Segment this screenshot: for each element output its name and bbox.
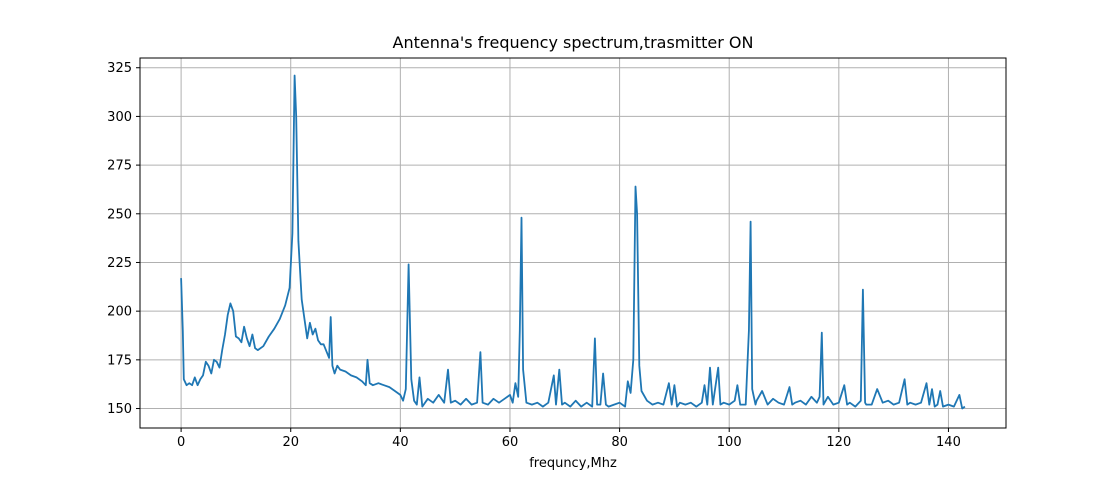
x-tick-label: 20 [282, 435, 299, 450]
x-tick-label: 100 [717, 435, 742, 450]
spectrum-series-line [180, 74, 966, 410]
tick-layer: 0 20 40 60 80 100 120 140 150 175 200 225 250 275 300 3… [107, 61, 961, 450]
x-tick-label: 140 [936, 435, 961, 450]
x-tick-label: 40 [392, 435, 409, 450]
y-tick-label: 325 [107, 61, 132, 76]
x-tick-label: 0 [177, 435, 185, 450]
grid-layer [140, 58, 1006, 428]
x-tick-label: 80 [611, 435, 628, 450]
y-tick-label: 300 [107, 110, 132, 125]
y-tick-label: 175 [107, 353, 132, 368]
x-axis-label: frequncy,Mhz [529, 456, 617, 471]
y-tick-label: 275 [107, 159, 132, 174]
line-layer [180, 74, 966, 410]
plot-frame [139, 57, 1007, 429]
y-tick-label: 250 [107, 207, 132, 222]
y-tick-label: 225 [107, 256, 132, 271]
chart-title: Antenna's frequency spectrum,trasmitter … [393, 33, 754, 52]
y-tick-label: 150 [107, 402, 132, 417]
x-tick-label: 60 [502, 435, 519, 450]
y-tick-label: 200 [107, 305, 132, 320]
x-tick-label: 120 [826, 435, 851, 450]
